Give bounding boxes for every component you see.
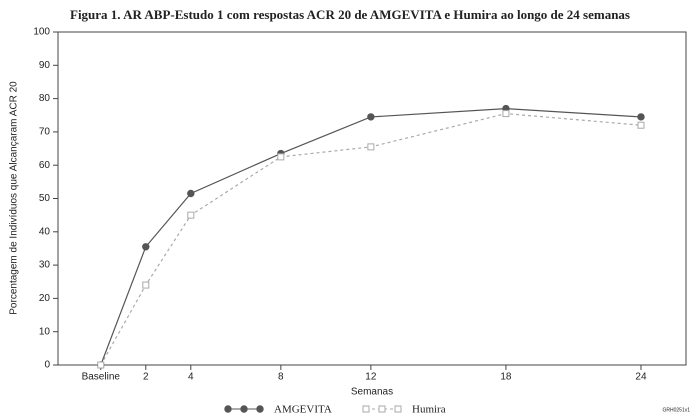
- plot-frame: [57, 31, 687, 366]
- legend-marker: [362, 405, 370, 413]
- x-axis-label: Semanas: [351, 387, 393, 398]
- y-tick-label: 0: [44, 360, 50, 371]
- x-tick-label: 18: [500, 372, 512, 383]
- marker: [637, 113, 645, 121]
- x-tick-label: 24: [635, 372, 647, 383]
- legend-marker: [378, 405, 386, 413]
- y-tick-label: 80: [39, 93, 51, 104]
- x-tick-label: Baseline: [82, 372, 121, 383]
- annotation: GRH0251v1: [662, 407, 690, 413]
- marker: [187, 189, 195, 198]
- marker: [142, 243, 150, 251]
- marker: [367, 143, 375, 151]
- y-tick-label: 70: [39, 127, 51, 138]
- y-tick-label: 50: [39, 193, 51, 204]
- y-axis-label: Porcentagem de Indivíduos que Alcançaram…: [9, 81, 20, 315]
- y-tick-label: 100: [33, 27, 50, 38]
- marker: [502, 110, 510, 118]
- y-tick-label: 20: [39, 293, 51, 304]
- legend-label: AMGEVITA: [274, 404, 332, 416]
- legend-marker: [224, 405, 232, 413]
- y-tick-label: 40: [39, 226, 51, 237]
- legend-marker: [394, 405, 402, 413]
- marker: [187, 211, 195, 219]
- x-tick-label: 4: [188, 372, 194, 383]
- legend-marker: [240, 405, 248, 413]
- marker: [142, 281, 150, 289]
- marker: [97, 361, 105, 369]
- y-tick-label: 60: [39, 160, 51, 171]
- chart-title: Figura 1. AR ABP-Estudo 1 com respostas …: [70, 7, 630, 22]
- marker: [277, 153, 285, 161]
- y-tick-label: 10: [39, 326, 51, 337]
- x-tick-label: 8: [278, 372, 284, 383]
- x-tick-label: 12: [365, 372, 377, 383]
- legend-marker: [256, 405, 264, 413]
- legend-label: Humira: [412, 404, 446, 416]
- series-line: [100, 112, 642, 366]
- marker: [637, 121, 645, 129]
- x-tick-label: 2: [143, 372, 149, 383]
- y-tick-label: 30: [39, 260, 51, 271]
- marker: [367, 113, 375, 121]
- y-tick-label: 90: [39, 60, 51, 71]
